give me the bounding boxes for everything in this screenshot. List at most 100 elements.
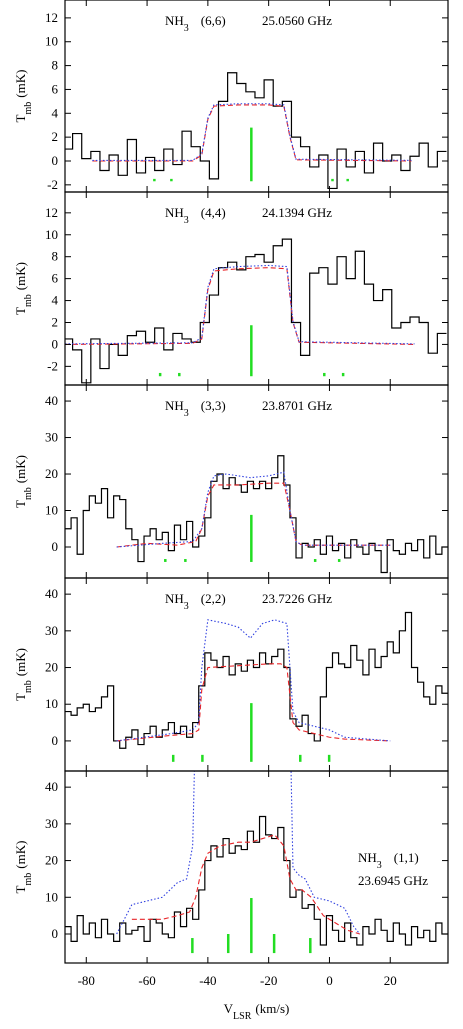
panel-title-part: NH [165,205,184,220]
plot-area [65,771,448,954]
panel-frame [64,0,449,193]
x-tick-label: 20 [384,973,397,988]
y-tick-label: 40 [45,586,58,601]
model-line [92,103,412,161]
x-axis-label: VLSR (km/s) [224,1001,290,1022]
y-axis-label-part: mb [23,102,34,115]
panel-title: NH3 (2,2) [165,591,226,612]
model-line [65,264,415,345]
y-tick-label: 4 [52,293,59,308]
panel-title-part: NH [165,591,184,606]
y-axis-label-part: T [13,307,28,315]
y-tick-label: 10 [45,889,58,904]
x-axis-label-part: (km/s) [255,1001,289,1016]
panel-title: NH3 (1,1) [358,850,419,871]
plot-area [65,455,448,574]
y-tick-label: 10 [45,227,58,242]
panel-title: NH3 (3,3) [165,398,226,419]
y-axis-label: Tmb (mK) [13,841,34,894]
panel-frame [64,191,449,386]
y-axis-label-part: mb [23,680,34,693]
y-axis-label: Tmb (mK) [13,648,34,701]
y-tick-label: 12 [45,205,58,220]
y-axis-label-part: (mK) [13,70,28,98]
panel-title-part: (1,1) [394,850,419,865]
model-line [92,104,412,162]
panel-title-part: NH [165,398,184,413]
y-axis-label-part: (mK) [13,455,28,483]
panel-frequency: 23.6945 GHz [358,873,428,888]
panel-title-part: 3 [184,215,189,226]
x-axis-label-part: V [224,1001,234,1016]
y-tick-label: 12 [45,10,58,25]
panel-frame [64,384,449,579]
y-tick-label: 2 [52,314,59,329]
panel-frequency: 23.8701 GHz [262,398,332,413]
x-tick-label: -20 [260,973,277,988]
panel-title-part: 3 [184,601,189,612]
y-tick-label: 0 [52,926,59,941]
y-tick-label: 8 [52,58,59,73]
plot-area [65,72,447,190]
panel-frequency: 25.0560 GHz [262,13,332,28]
y-tick-label: 6 [52,81,59,96]
y-tick-label: -2 [47,177,58,192]
x-tick-label: 0 [326,973,333,988]
spectrum [65,238,447,384]
y-tick-label: 0 [52,539,59,554]
y-tick-label: 0 [52,733,59,748]
model-line [116,771,361,935]
y-tick-label: 2 [52,129,59,144]
panel-title: NH3 (4,4) [165,205,226,226]
y-tick-label: -2 [47,358,58,373]
spectrum [65,815,448,946]
spectrum [65,455,448,574]
y-tick-label: 10 [45,34,58,49]
y-axis-label-part: T [13,885,28,893]
y-tick-label: 40 [45,779,58,794]
y-axis-label-part: mb [23,873,34,886]
model-line [65,267,415,345]
y-axis-label-part: T [13,693,28,701]
y-tick-label: 30 [45,816,58,831]
x-tick-label: -80 [78,973,95,988]
panel-title-part: NH [358,850,377,865]
panel-title-part: (2,2) [201,591,226,606]
panel-frequency: 24.1394 GHz [262,205,332,220]
spectrum [65,611,448,749]
panel-title-part: (6,6) [201,13,226,28]
y-tick-label: 30 [45,430,58,445]
plot-area [65,611,448,762]
y-axis-label-part: (mK) [13,841,28,869]
y-tick-label: 30 [45,623,58,638]
y-axis-label-part: T [13,114,28,122]
model-line [131,834,361,935]
panel-title-part: 3 [184,408,189,419]
y-tick-label: 10 [45,696,58,711]
y-axis-label: Tmb (mK) [13,455,34,508]
x-tick-label: -40 [199,973,216,988]
panel-title-part: (3,3) [201,398,226,413]
y-tick-label: 0 [52,336,59,351]
y-tick-label: 6 [52,271,59,286]
y-tick-label: 20 [45,853,58,868]
y-tick-label: 4 [52,105,59,120]
y-axis-label-part: mb [23,487,34,500]
panel-title-part: (4,4) [201,205,226,220]
panel-title-part: NH [165,13,184,28]
y-tick-label: 20 [45,660,58,675]
panel-title: NH3 (6,6) [165,13,226,34]
panel-frame [64,577,449,772]
x-axis-label-part: LSR [233,1011,252,1022]
spectrum [65,72,447,190]
panel-title-part: 3 [377,860,382,871]
y-axis-label-part: T [13,500,28,508]
y-axis-label-part: mb [23,294,34,307]
y-tick-label: 20 [45,466,58,481]
y-tick-label: 40 [45,393,58,408]
y-axis-label: Tmb (mK) [13,262,34,315]
y-tick-label: 8 [52,249,59,264]
panel-title-part: 3 [184,23,189,34]
y-tick-label: 0 [52,153,59,168]
